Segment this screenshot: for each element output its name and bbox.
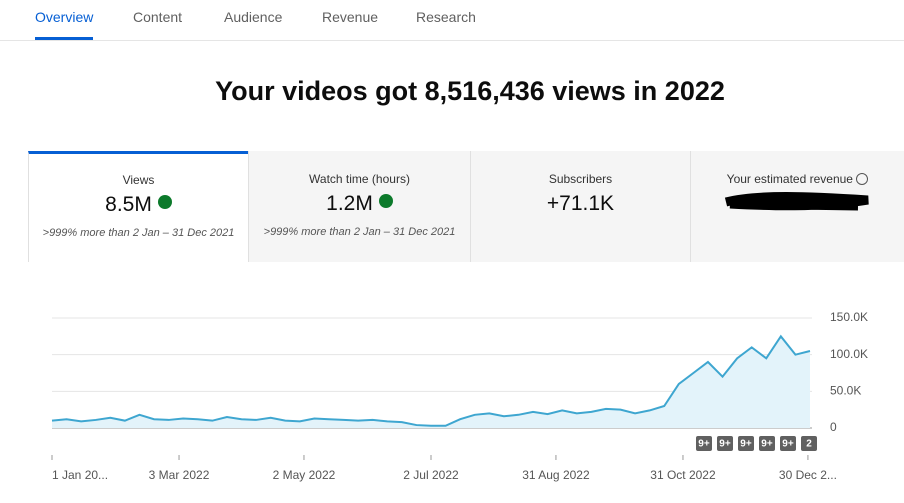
y-tick-label: 150.0K (830, 310, 868, 324)
annotation-badge (780, 436, 796, 451)
up-icon (378, 194, 393, 208)
y-tick-label: 0 (830, 420, 837, 434)
x-tick-label: 3 Mar 2022 (149, 468, 210, 482)
annotation-badge (801, 436, 817, 451)
x-tick-label: 1 Jan 20... (52, 468, 108, 482)
annotation-label: 9+ (698, 439, 710, 450)
redaction (724, 192, 869, 211)
headline: Your videos got 8,516,436 views in 2022 (215, 76, 725, 106)
up-icon (157, 195, 172, 209)
x-tick-label: 2 Jul 2022 (403, 468, 459, 482)
metric-value: 8.5M (105, 193, 152, 216)
metric-card[interactable]: Watch time (hours) 1.2M >999% more than … (248, 151, 470, 262)
metric-label: Subscribers (548, 172, 613, 186)
tab[interactable]: Research (416, 9, 476, 25)
metric-value: 1.2M (326, 192, 373, 215)
annotation-badge (759, 436, 775, 451)
y-tick-label: 50.0K (830, 384, 861, 398)
metric-label-text: Your estimated revenue (726, 172, 853, 186)
metric-card[interactable]: Your estimated revenue (690, 151, 904, 262)
metric-note: >999% more than 2 Jan – 31 Dec 2021 (42, 227, 235, 239)
metric-label: Views (122, 173, 155, 187)
annotation-label: 2 (806, 439, 812, 450)
line (51, 334, 811, 427)
tab[interactable]: Revenue (322, 9, 379, 25)
annotation-label: 9+ (761, 439, 773, 450)
clock-icon (856, 173, 869, 185)
x-tick-label: 31 Oct 2022 (650, 468, 716, 482)
tab[interactable]: Overview (35, 9, 94, 25)
tab-underline (35, 37, 93, 40)
metric-label: Your estimated revenue (691, 172, 904, 186)
annotation-badge (696, 436, 712, 451)
annotation-label: 9+ (740, 439, 752, 450)
annotation-badge (717, 436, 733, 451)
annotation-label: 9+ (782, 439, 794, 450)
x-tick-label: 30 Dec 2... (779, 468, 837, 482)
area (52, 336, 810, 428)
metric-card[interactable]: Subscribers +71.1K (470, 151, 690, 262)
x-tick-label: 31 Aug 2022 (522, 468, 590, 482)
annotation-badge (738, 436, 754, 451)
y-tick-label: 100.0K (830, 347, 868, 361)
annotation-label: 9+ (719, 439, 731, 450)
tab-bar: Overview Content Audience Revenue Resear… (0, 0, 904, 41)
tab[interactable]: Audience (224, 9, 283, 25)
metric-value: +71.1K (546, 192, 615, 215)
metric-label: Watch time (hours) (309, 172, 410, 186)
metric-card[interactable]: Views 8.5M >999% more than 2 Jan – 31 De… (28, 151, 248, 262)
tab[interactable]: Content (133, 9, 183, 25)
x-tick-label: 2 May 2022 (273, 468, 336, 482)
metric-note: >999% more than 2 Jan – 31 Dec 2021 (263, 226, 456, 238)
